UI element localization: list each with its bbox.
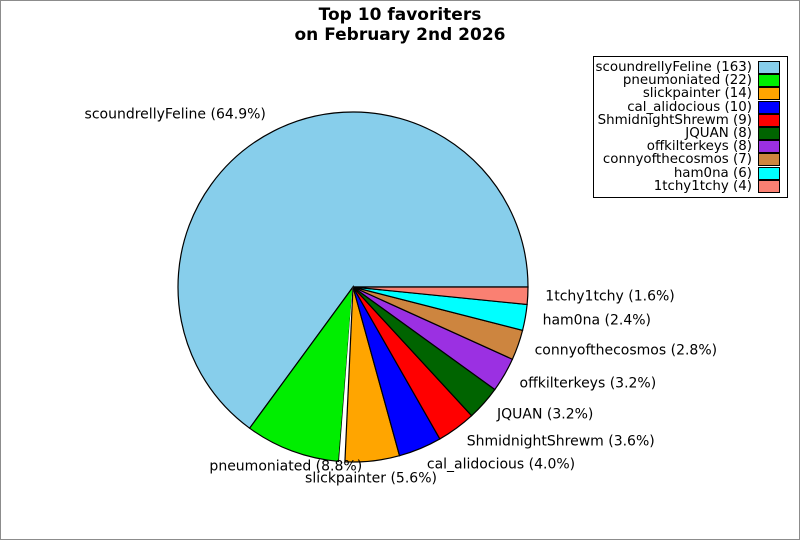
legend-label: scoundrellyFeline (163)	[595, 60, 752, 75]
legend-item-ShmidnightShrewm: ShmidnightShrewm (9)	[597, 112, 780, 128]
legend-label: JQUAN (8)	[685, 125, 752, 141]
legend-swatch	[758, 87, 780, 101]
legend-item-JQUAN: JQUAN (8)	[598, 127, 780, 140]
legend-swatch	[758, 100, 780, 114]
legend-label: ShmidnightShrewm (9)	[597, 112, 752, 128]
pie-slice-1tchy1tchy	[352, 286, 529, 306]
chart-title-line2: on February 2nd 2026	[294, 24, 506, 45]
legend-label: offkilterkeys (8)	[646, 139, 752, 155]
legend-swatch	[758, 113, 780, 127]
legend-label: slickpainter (14)	[642, 86, 752, 102]
legend-item-cal_alidocious: cal_alidocious (10)	[598, 99, 780, 115]
slice-label-pneumoniated: pneumoniated (8.8%)	[209, 458, 363, 475]
legend-label: connyofthecosmos (7)	[602, 152, 752, 168]
legend-item-ham0na: ham0na (6)	[598, 165, 780, 181]
pie-slice-pneumoniated	[248, 284, 354, 463]
legend-swatch	[758, 179, 780, 193]
legend-item-scoundrellyFeline: scoundrellyFeline (163)	[595, 60, 780, 75]
legend-item-slickpainter: slickpainter (14)	[598, 86, 780, 102]
legend-swatch	[758, 140, 780, 154]
legend-box: scoundrellyFeline (163) pneumoniated (22)…	[593, 56, 788, 198]
legend-label: 1tchy1tchy (4)	[653, 178, 752, 194]
slice-label-offkilterkeys: offkilterkeys (3.2%)	[519, 375, 657, 392]
legend-swatch	[758, 74, 780, 88]
pie-gap-artifact	[338, 286, 354, 463]
slice-label-ham0na: ham0na (2.4%)	[542, 312, 651, 329]
legend-item-pneumoniated: pneumoniated (22)	[598, 74, 780, 87]
slice-label-slickpainter: slickpainter (5.6%)	[305, 470, 437, 487]
slice-label-cal_alidocious: cal_alidocious (4.0%)	[426, 456, 576, 473]
legend-label: cal_alidocious (10)	[627, 99, 752, 115]
chart-title: Top 10 favoriters on February 2nd 2026	[1, 5, 799, 45]
legend-label: ham0na (6)	[673, 165, 752, 181]
legend-swatch	[758, 61, 780, 75]
legend-swatch	[758, 166, 780, 180]
legend-swatch	[758, 127, 780, 141]
legend-item-offkilterkeys: offkilterkeys (8)	[598, 140, 780, 153]
slice-label-connyofthecosmos: connyofthecosmos (2.8%)	[534, 342, 718, 359]
legend-label: pneumoniated (22)	[622, 73, 752, 89]
slice-label-scoundrellyFeline: scoundrellyFeline (64.9%)	[84, 106, 266, 123]
legend-swatch	[758, 153, 780, 167]
legend-item-1tchy1tchy: 1tchy1tchy (4)	[598, 178, 780, 194]
pie-gap-edge	[344, 286, 354, 463]
slice-label-1tchy1tchy: 1tchy1tchy (1.6%)	[545, 288, 675, 305]
pie-slice-scoundrellyFeline	[177, 111, 529, 430]
chart-title-line1: Top 10 favoriters	[318, 5, 482, 25]
slice-label-ShmidnightShrewm: ShmidnightShrewm (3.6%)	[466, 433, 655, 450]
slice-label-JQUAN: JQUAN (3.2%)	[497, 406, 594, 423]
legend-item-connyofthecosmos: connyofthecosmos (7)	[598, 152, 780, 168]
